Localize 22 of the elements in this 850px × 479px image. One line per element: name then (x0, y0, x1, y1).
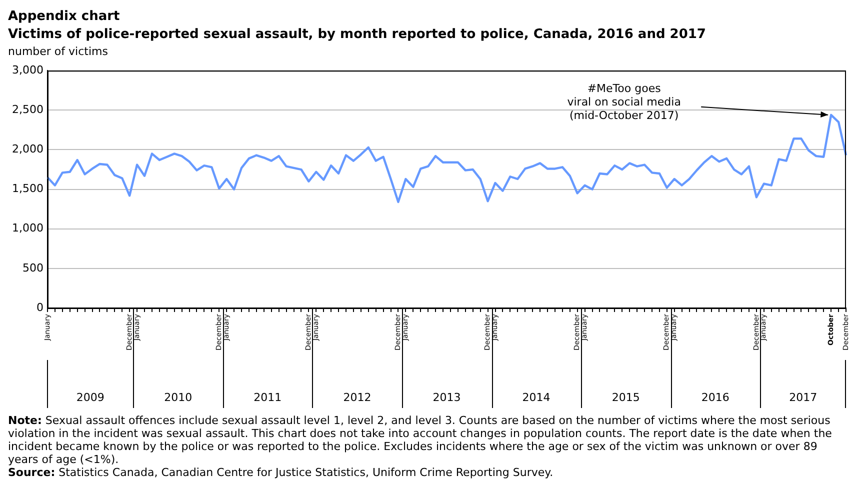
chart-title: Appendix chart (8, 8, 121, 26)
text: 2016 (701, 390, 730, 404)
y-tick-label: 0 (36, 300, 44, 314)
annotation: #MeToo goes viral on social media (mid-October 2017) (567, 82, 681, 122)
text: 2010 (164, 390, 192, 404)
text: 2014 (522, 390, 550, 404)
chart-subtitle: Victims of police-reported sexual assault, by month reported to police, Canada, 2016 and 2017 (8, 26, 707, 44)
y-tick-label: 3,000 (12, 63, 44, 76)
text: 2013 (432, 390, 461, 404)
text: 2011 (254, 390, 282, 404)
y-tick-label: 2,000 (12, 142, 44, 156)
text: 2017 (789, 390, 818, 404)
text: 2015 (612, 390, 640, 404)
y-tick-label: 500 (22, 261, 44, 274)
y-axis-title: number of victims (8, 44, 109, 60)
y-tick-label: 1,500 (12, 182, 44, 196)
y-tick-label: 1,000 (12, 222, 44, 235)
y-tick-label: 2,500 (12, 103, 44, 116)
text: 2012 (343, 390, 372, 404)
source-note: Source: Statistics Canada, Canadian Centre for Justice Statistics, Uniform Crime Reporting Survey. (8, 466, 554, 479)
text: 2009 (76, 390, 104, 404)
text: Note: Sexual assault offences include sexual assault level 1, level 2, and level 3. Counts are based on the number of victims where the most serious violation in the incident was sexual assault. This chart does not take into account changes in population counts. The report date is the date when the incident became known by the police or was reported to the police. Excludes incidents where the age or sex of the victim was unknown or over 89 years of age (<1%). (8, 414, 832, 466)
